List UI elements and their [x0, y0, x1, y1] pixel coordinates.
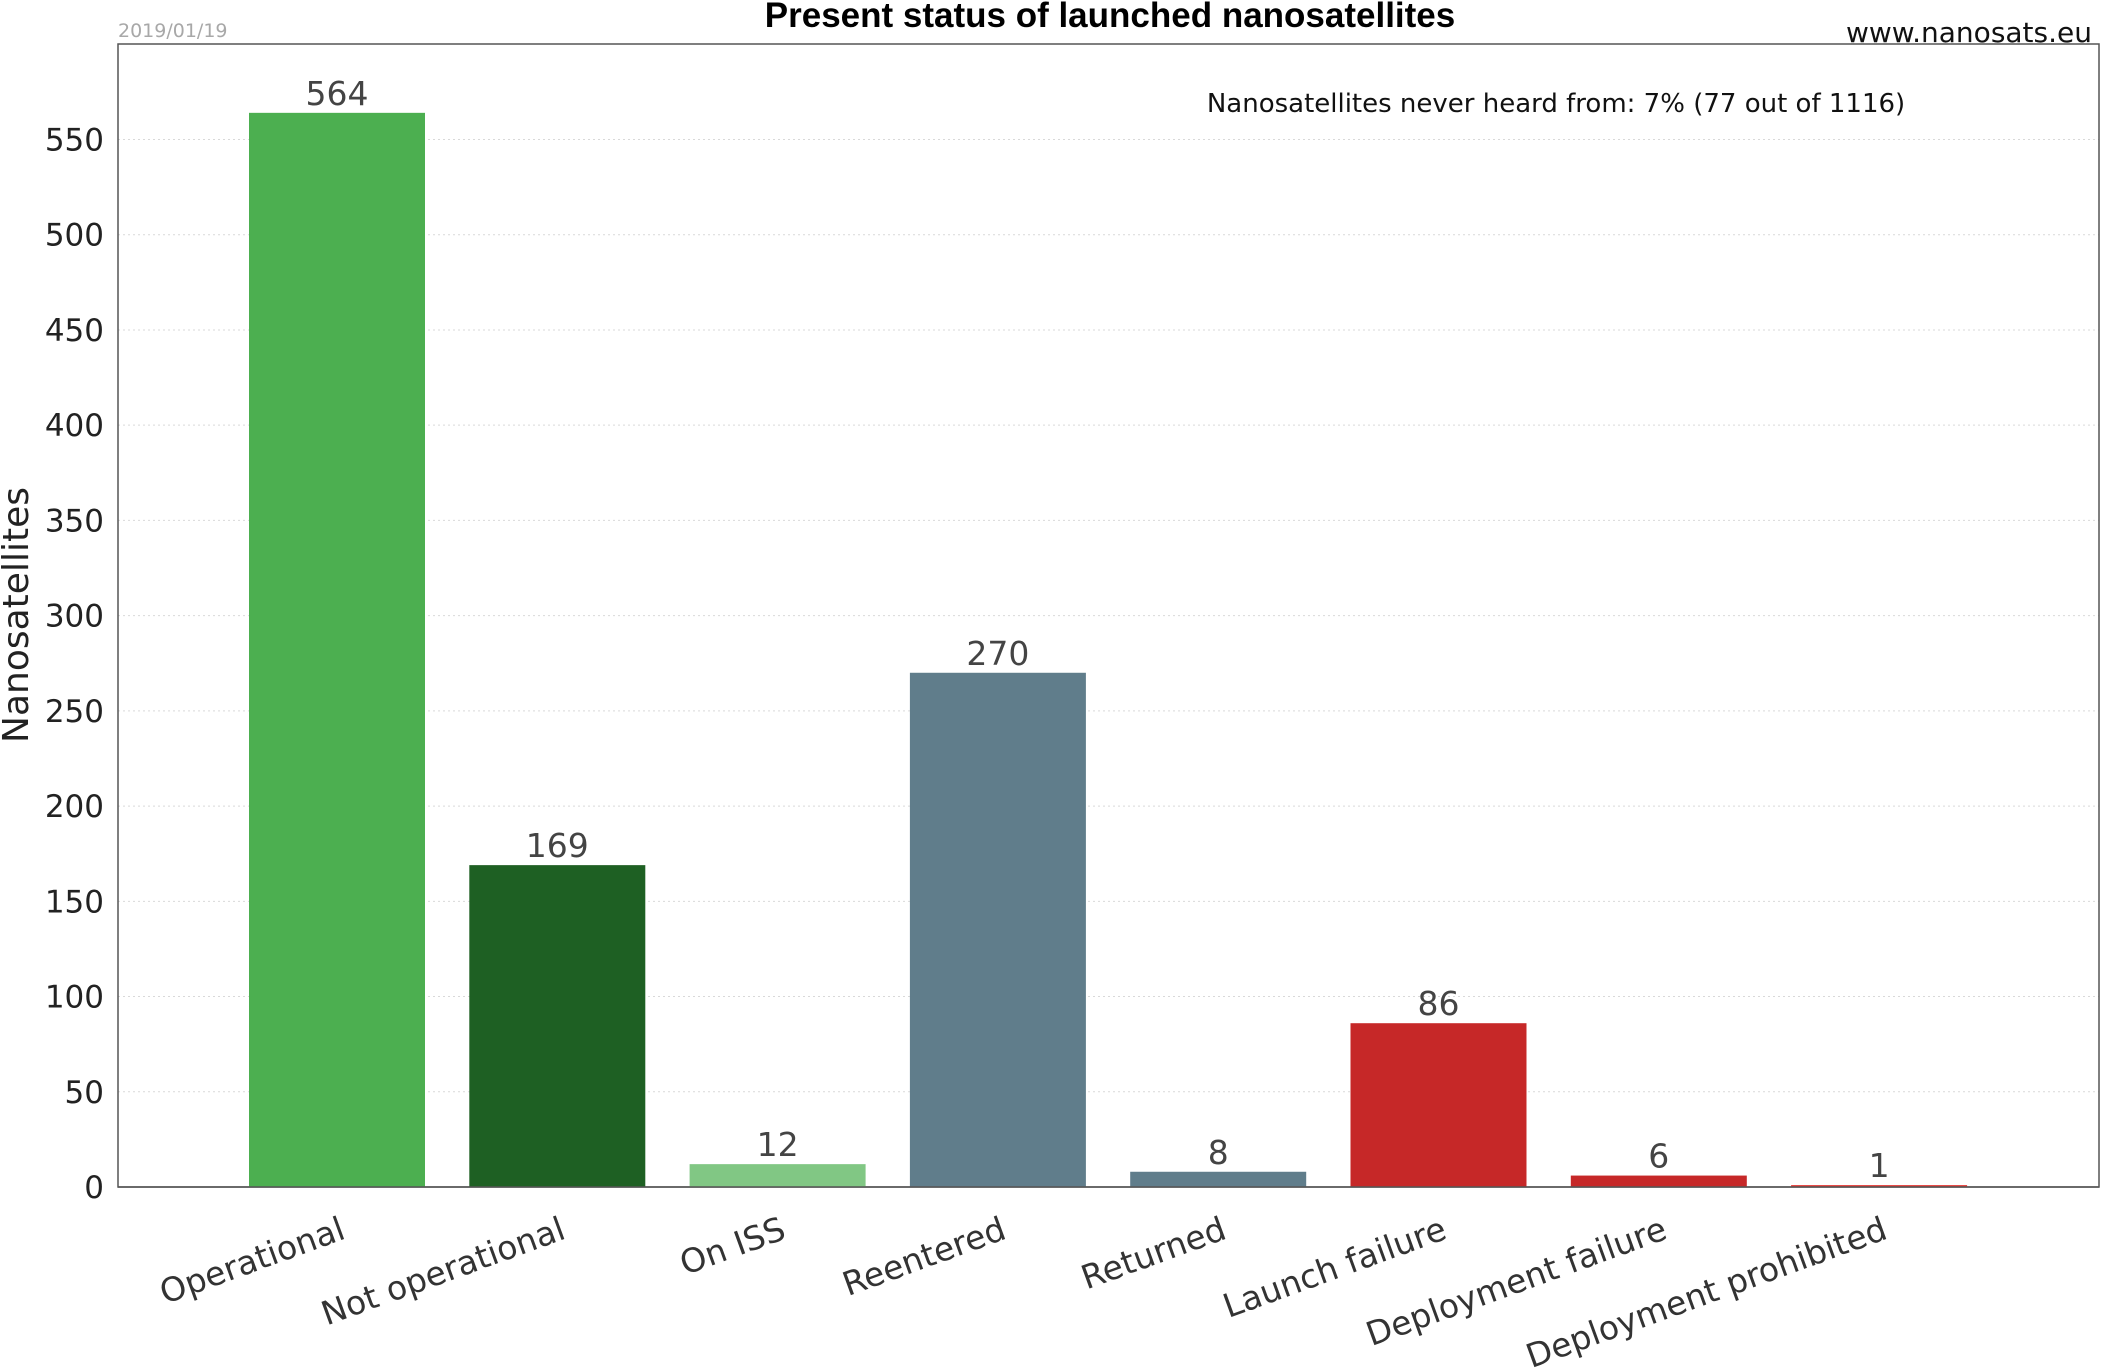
y-axis-ticks: 0 50 100 150 200 250 300 350 400 450 500 550 [45, 123, 104, 1207]
y-axis-label: Nanosatellites [0, 487, 37, 743]
bar-value-label: 8 [1208, 1133, 1229, 1172]
y-tick-label: 450 [45, 313, 104, 349]
y-tick-label: 350 [45, 503, 104, 539]
y-tick-label: 50 [65, 1075, 104, 1111]
bar [1791, 1185, 1968, 1187]
bar [1130, 1171, 1307, 1187]
bar-value-label: 6 [1648, 1137, 1669, 1176]
chart-source: www.nanosats.eu [1846, 16, 2092, 49]
chart-date: 2019/01/19 [118, 20, 228, 42]
y-tick-label: 400 [45, 408, 104, 444]
bars [118, 112, 2099, 1188]
gridlines [118, 139, 2099, 1093]
y-tick-label: 100 [45, 980, 104, 1016]
y-tick-label: 200 [45, 789, 104, 825]
bar [909, 672, 1086, 1187]
data-labels: 564 169 12 270 8 86 6 1 [306, 74, 1890, 1185]
bar-value-label: 270 [966, 634, 1029, 673]
bar [1570, 1175, 1747, 1187]
bar-value-label: 564 [306, 74, 369, 113]
chart-title: Present status of launched nanosatellite… [765, 0, 1455, 35]
y-tick-label: 550 [45, 123, 104, 159]
bar [469, 865, 646, 1187]
y-tick-label: 250 [45, 694, 104, 730]
bar [689, 1164, 866, 1187]
chart-annotation: Nanosatellites never heard from: 7% (77 … [1207, 89, 1905, 119]
y-tick-label: 500 [45, 218, 104, 254]
bar [249, 112, 425, 1187]
y-tick-label: 150 [45, 884, 104, 920]
y-tick-label: 0 [84, 1170, 104, 1206]
bar [1350, 1023, 1527, 1187]
bar-value-label: 169 [526, 826, 589, 865]
bar-value-label: 1 [1869, 1146, 1890, 1185]
y-tick-label: 300 [45, 599, 104, 635]
bar-value-label: 12 [757, 1125, 799, 1164]
bar-value-label: 86 [1418, 984, 1460, 1023]
